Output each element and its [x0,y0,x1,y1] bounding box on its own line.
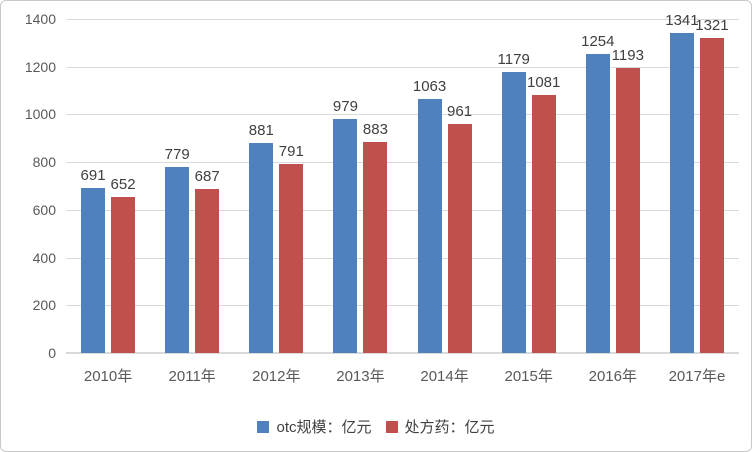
bar-rx-2012年 [279,164,304,353]
y-axis-tick-label: 200 [32,297,56,314]
x-axis-tick-label: 2015年 [504,368,553,385]
data-label: 652 [110,176,136,194]
data-label: 1254 [581,32,615,50]
bar-rx-2013年 [363,142,388,353]
bar-otc-2010年 [81,188,106,353]
x-axis-tick-label: 2012年 [252,368,301,385]
bar-rx-2015年 [531,95,556,353]
gridline [66,209,739,211]
bar-otc-2015年 [501,71,526,353]
x-axis-tick-label: 2013年 [336,368,385,385]
bar-rx-2014年 [447,123,472,353]
otc-series-swatch-icon [257,420,270,433]
data-label: 691 [80,167,106,185]
bar-rx-2017年e [699,37,724,353]
y-axis-tick-label: 1200 [24,58,56,75]
x-axis-tick-label: 2014年 [420,368,469,385]
bar-otc-2014年 [417,99,442,353]
gridline [66,162,739,164]
x-axis-tick-label: 2010年 [83,368,133,385]
rx-series-swatch-icon [385,420,398,433]
gridline [66,257,739,259]
data-label: 791 [278,143,304,161]
x-axis-tick-label: 2011年 [168,368,216,385]
chart-legend: otc规模：亿元 处方药：亿元 [1,416,751,437]
bar-otc-2012年 [249,142,274,353]
x-axis-tick-label: 2017年e [668,368,726,385]
data-label: 1193 [611,47,644,65]
data-label: 1341 [665,12,699,30]
legend-item-rx: 处方药：亿元 [385,416,495,437]
data-label: 1081 [527,74,561,92]
x-axis-tick-label: 2016年 [588,368,637,385]
data-label: 883 [362,121,388,139]
gridline [66,19,739,20]
bar-otc-2016年 [585,53,610,353]
legend-item-otc: otc规模：亿元 [257,416,372,437]
plot-area: 0 200 400 600 800 1000 1200 1400 691 652 2010年 779 6… [25,11,739,385]
y-axis-tick-label: 1000 [24,106,56,123]
bar-otc-2011年 [165,167,190,353]
bar-otc-2013年 [333,119,358,353]
gridline [66,66,739,68]
data-label: 1321 [695,16,729,34]
gridline [66,305,739,307]
y-axis-tick-label: 0 [48,345,56,361]
bar-rx-2010年 [111,197,136,353]
y-axis-tick-label: 1400 [24,11,56,27]
x-axis-line [66,352,739,354]
y-axis-tick-label: 800 [32,154,56,171]
bar-rx-2011年 [195,189,220,353]
y-axis-tick-label: 600 [32,201,56,218]
data-label: 779 [164,146,190,164]
data-label: 979 [332,98,358,116]
data-label: 961 [447,102,473,120]
data-label: 687 [194,168,220,186]
legend-label-rx: 处方药：亿元 [404,419,495,436]
data-label: 881 [248,121,274,139]
gridline [66,114,739,116]
y-axis-tick-label: 400 [32,249,56,266]
bar-rx-2016年 [615,68,640,353]
legend-label-otc: otc规模：亿元 [276,419,372,436]
data-label: 1063 [412,78,447,96]
bar-otc-2017年e [669,33,694,353]
data-label: 1179 [497,50,530,68]
